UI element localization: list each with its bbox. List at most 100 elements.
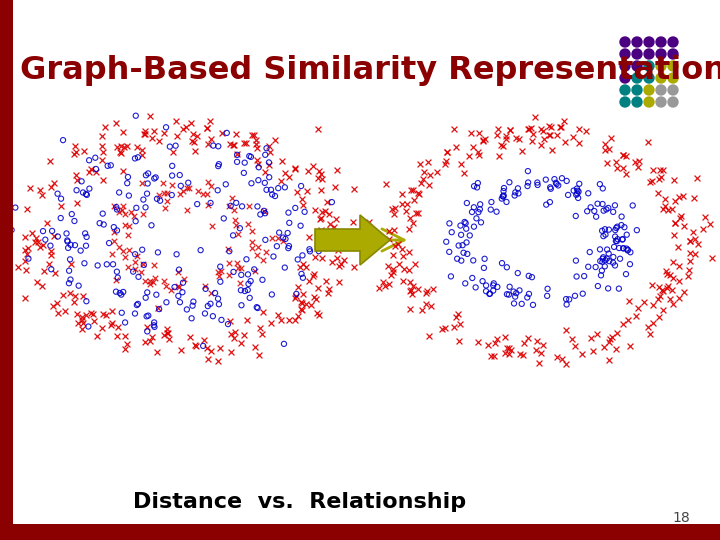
Point [45, 157, 56, 166]
Point [224, 140, 235, 149]
Point [81, 311, 92, 320]
Point [63, 266, 75, 275]
Point [572, 125, 584, 133]
Point [235, 301, 247, 309]
Point [678, 222, 690, 231]
Point [264, 158, 275, 167]
Point [310, 295, 321, 303]
Point [598, 206, 609, 215]
Point [508, 287, 519, 296]
Point [331, 166, 343, 174]
Point [642, 137, 654, 146]
Point [162, 324, 174, 333]
Point [266, 290, 278, 299]
Point [478, 264, 490, 272]
Point [192, 132, 203, 140]
Point [420, 300, 431, 308]
Point [327, 258, 338, 266]
Point [89, 153, 101, 162]
Point [114, 207, 125, 216]
Point [55, 194, 67, 203]
Point [230, 327, 241, 336]
Point [279, 183, 291, 192]
Point [149, 274, 161, 282]
Point [70, 148, 81, 157]
Point [448, 323, 459, 332]
Point [667, 258, 679, 267]
Point [595, 271, 607, 280]
Point [266, 190, 278, 199]
Point [657, 166, 668, 175]
Point [706, 254, 717, 262]
Point [570, 212, 582, 220]
Point [612, 235, 624, 244]
Point [310, 205, 321, 214]
Point [253, 163, 264, 172]
Point [19, 256, 31, 265]
Point [199, 336, 210, 345]
Point [647, 319, 659, 328]
Point [221, 129, 233, 137]
Point [403, 248, 415, 256]
Point [271, 242, 283, 251]
Point [404, 225, 415, 233]
Point [83, 168, 94, 177]
Point [598, 342, 610, 351]
Point [675, 212, 687, 221]
Point [472, 338, 484, 347]
Point [140, 338, 151, 346]
Point [299, 207, 310, 216]
Point [500, 333, 511, 342]
Point [398, 265, 410, 273]
Point [590, 212, 602, 221]
Point [214, 344, 225, 353]
Point [204, 347, 216, 356]
Circle shape [668, 37, 678, 47]
Point [532, 180, 544, 189]
Point [259, 179, 271, 187]
Point [222, 320, 234, 328]
Point [275, 316, 287, 325]
Point [295, 181, 307, 190]
Point [76, 315, 88, 324]
Point [312, 174, 324, 183]
Point [570, 256, 582, 265]
Point [230, 199, 242, 207]
Point [562, 191, 574, 199]
Point [238, 330, 250, 339]
Point [207, 312, 219, 321]
Point [687, 227, 698, 236]
Point [242, 286, 253, 294]
Point [603, 249, 614, 258]
Point [269, 192, 281, 200]
Point [500, 132, 512, 140]
Point [416, 306, 428, 314]
Point [527, 129, 539, 138]
Point [545, 185, 557, 193]
Point [87, 309, 99, 318]
Point [523, 125, 534, 134]
Point [233, 230, 244, 239]
Point [161, 196, 173, 205]
Point [498, 192, 509, 201]
Point [492, 124, 504, 133]
Point [289, 164, 301, 172]
Point [592, 199, 603, 208]
Point [115, 291, 127, 299]
Point [84, 184, 95, 193]
Point [175, 181, 186, 190]
Point [597, 184, 608, 193]
Circle shape [656, 37, 666, 47]
Point [239, 158, 251, 167]
Point [561, 360, 572, 368]
Point [225, 347, 237, 356]
Circle shape [620, 97, 630, 107]
Point [162, 188, 174, 197]
Point [496, 194, 508, 203]
Point [269, 136, 281, 144]
Point [644, 330, 655, 339]
Point [514, 135, 526, 144]
Point [78, 292, 89, 300]
Point [698, 225, 709, 233]
Point [678, 288, 690, 296]
